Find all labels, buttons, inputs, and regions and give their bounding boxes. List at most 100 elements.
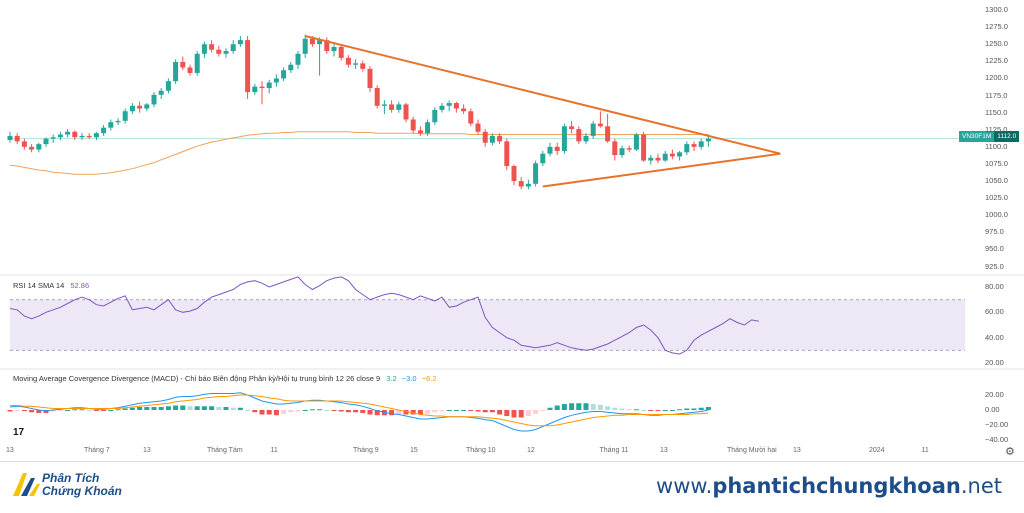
- candle-body: [194, 53, 200, 73]
- candle-body: [525, 183, 531, 187]
- candle-body: [504, 141, 510, 166]
- candle-body: [165, 81, 171, 91]
- macd-histogram-bar: [108, 410, 114, 411]
- macd-histogram-bar: [144, 407, 150, 410]
- candle-body: [533, 163, 539, 184]
- macd-histogram-bar: [561, 404, 567, 410]
- candle-body: [122, 111, 128, 121]
- candle-body: [324, 40, 330, 52]
- macd-histogram-bar: [576, 403, 582, 410]
- phantichchungkhoan-logo-icon: [13, 473, 40, 496]
- macd-histogram-bar: [129, 407, 135, 410]
- rsi-title: RSI 14 SMA 14: [13, 281, 65, 290]
- candle-body: [698, 141, 704, 147]
- macd-histogram-bar: [597, 404, 603, 410]
- price-tick-label: 1150.0: [985, 107, 1008, 117]
- macd-histogram-bar: [345, 410, 351, 413]
- candle-body: [453, 103, 459, 109]
- candle-body: [374, 88, 380, 106]
- macd-histogram-bar: [633, 409, 639, 411]
- candle-body: [245, 40, 251, 93]
- macd-histogram-bar: [266, 410, 272, 415]
- candle-body: [266, 82, 272, 88]
- price-tick-label: 1225.0: [985, 56, 1008, 66]
- price-tick-label: 975.0: [985, 227, 1004, 237]
- candle-body: [14, 135, 20, 142]
- macd-histogram-bar: [173, 405, 179, 410]
- candle-body: [648, 157, 654, 161]
- candle-body: [79, 135, 85, 138]
- time-tick-label: 13: [6, 447, 14, 454]
- macd-histogram-bar: [65, 410, 71, 411]
- price-tick-label: 1275.0: [985, 22, 1008, 32]
- trendline: [304, 35, 781, 155]
- macd-pane-title: Moving Average Covergence Divergence (MA…: [13, 374, 437, 383]
- macd-histogram-bar: [302, 410, 308, 411]
- candle-body: [43, 138, 49, 145]
- macd-histogram-bar: [324, 410, 330, 411]
- time-tick-label: 15: [410, 447, 418, 454]
- url-prefix: www.: [656, 474, 713, 498]
- candle-body: [641, 134, 647, 161]
- macd-histogram-bar: [691, 408, 697, 410]
- candle-body: [669, 153, 675, 157]
- macd-histogram-bar: [425, 410, 431, 414]
- macd-histogram-bar: [281, 410, 287, 414]
- price-tick-label: 1000.0: [985, 210, 1008, 220]
- candle-body: [65, 131, 71, 135]
- price-tick-label: 925.0: [985, 261, 1004, 271]
- candle-body: [223, 51, 229, 54]
- candle-body: [626, 148, 632, 150]
- macd-histogram-bar: [180, 405, 186, 410]
- price-tick-label: 1100.0: [985, 141, 1008, 151]
- macd-histogram-bar: [525, 410, 531, 416]
- candle-body: [338, 46, 344, 58]
- candle-body: [497, 135, 503, 142]
- macd-histogram-bar: [273, 410, 279, 416]
- macd-histogram-bar: [115, 409, 121, 411]
- macd-histogram-bar: [497, 410, 503, 415]
- candle-body: [237, 40, 243, 45]
- candle-body: [108, 122, 114, 128]
- site-url[interactable]: www.phantichchungkhoan.net: [656, 474, 1002, 498]
- candle-body: [151, 94, 157, 105]
- candle-body: [252, 86, 258, 93]
- candle-body: [410, 119, 416, 131]
- time-tick-label: 11: [270, 447, 278, 454]
- candle-body: [367, 68, 373, 88]
- candle-body: [547, 146, 553, 154]
- macd-tick-label: −20.00: [985, 420, 1009, 429]
- chart-canvas: [0, 34, 1024, 432]
- candle-body: [511, 166, 517, 182]
- macd-histogram-bar: [122, 408, 128, 410]
- brand-name-line2: Chứng Khoán: [42, 484, 122, 498]
- candle-body: [561, 126, 567, 151]
- macd-histogram-bar: [21, 410, 27, 411]
- candle-body: [29, 146, 35, 150]
- candle-body: [295, 53, 301, 65]
- macd-histogram-bar: [403, 410, 409, 415]
- last-price-label: 1112.0: [994, 131, 1020, 142]
- macd-histogram-bar: [669, 410, 675, 411]
- candle-body: [273, 78, 279, 83]
- candle-body: [439, 105, 445, 110]
- time-tick-label: 2024: [869, 447, 885, 454]
- macd-histogram-bar: [194, 406, 200, 410]
- macd-histogram-bar: [612, 407, 618, 410]
- macd-histogram-bar: [439, 410, 445, 412]
- macd-histogram-bar: [331, 410, 337, 411]
- macd-histogram-bar: [201, 406, 207, 410]
- macd-histogram-bar: [475, 410, 481, 412]
- macd-histogram-bar: [417, 410, 423, 415]
- macd-hist-value: 3.2: [386, 374, 397, 383]
- macd-histogram-bar: [14, 410, 20, 411]
- candle-body: [389, 104, 395, 110]
- macd-histogram-bar: [605, 406, 611, 410]
- candle-body: [173, 62, 179, 82]
- macd-histogram-bar: [288, 410, 294, 413]
- macd-title: Moving Average Covergence Divergence (MA…: [13, 374, 381, 383]
- candle-body: [353, 63, 359, 65]
- gear-icon[interactable]: ⚙: [1005, 446, 1015, 458]
- sma-line: [9, 131, 709, 175]
